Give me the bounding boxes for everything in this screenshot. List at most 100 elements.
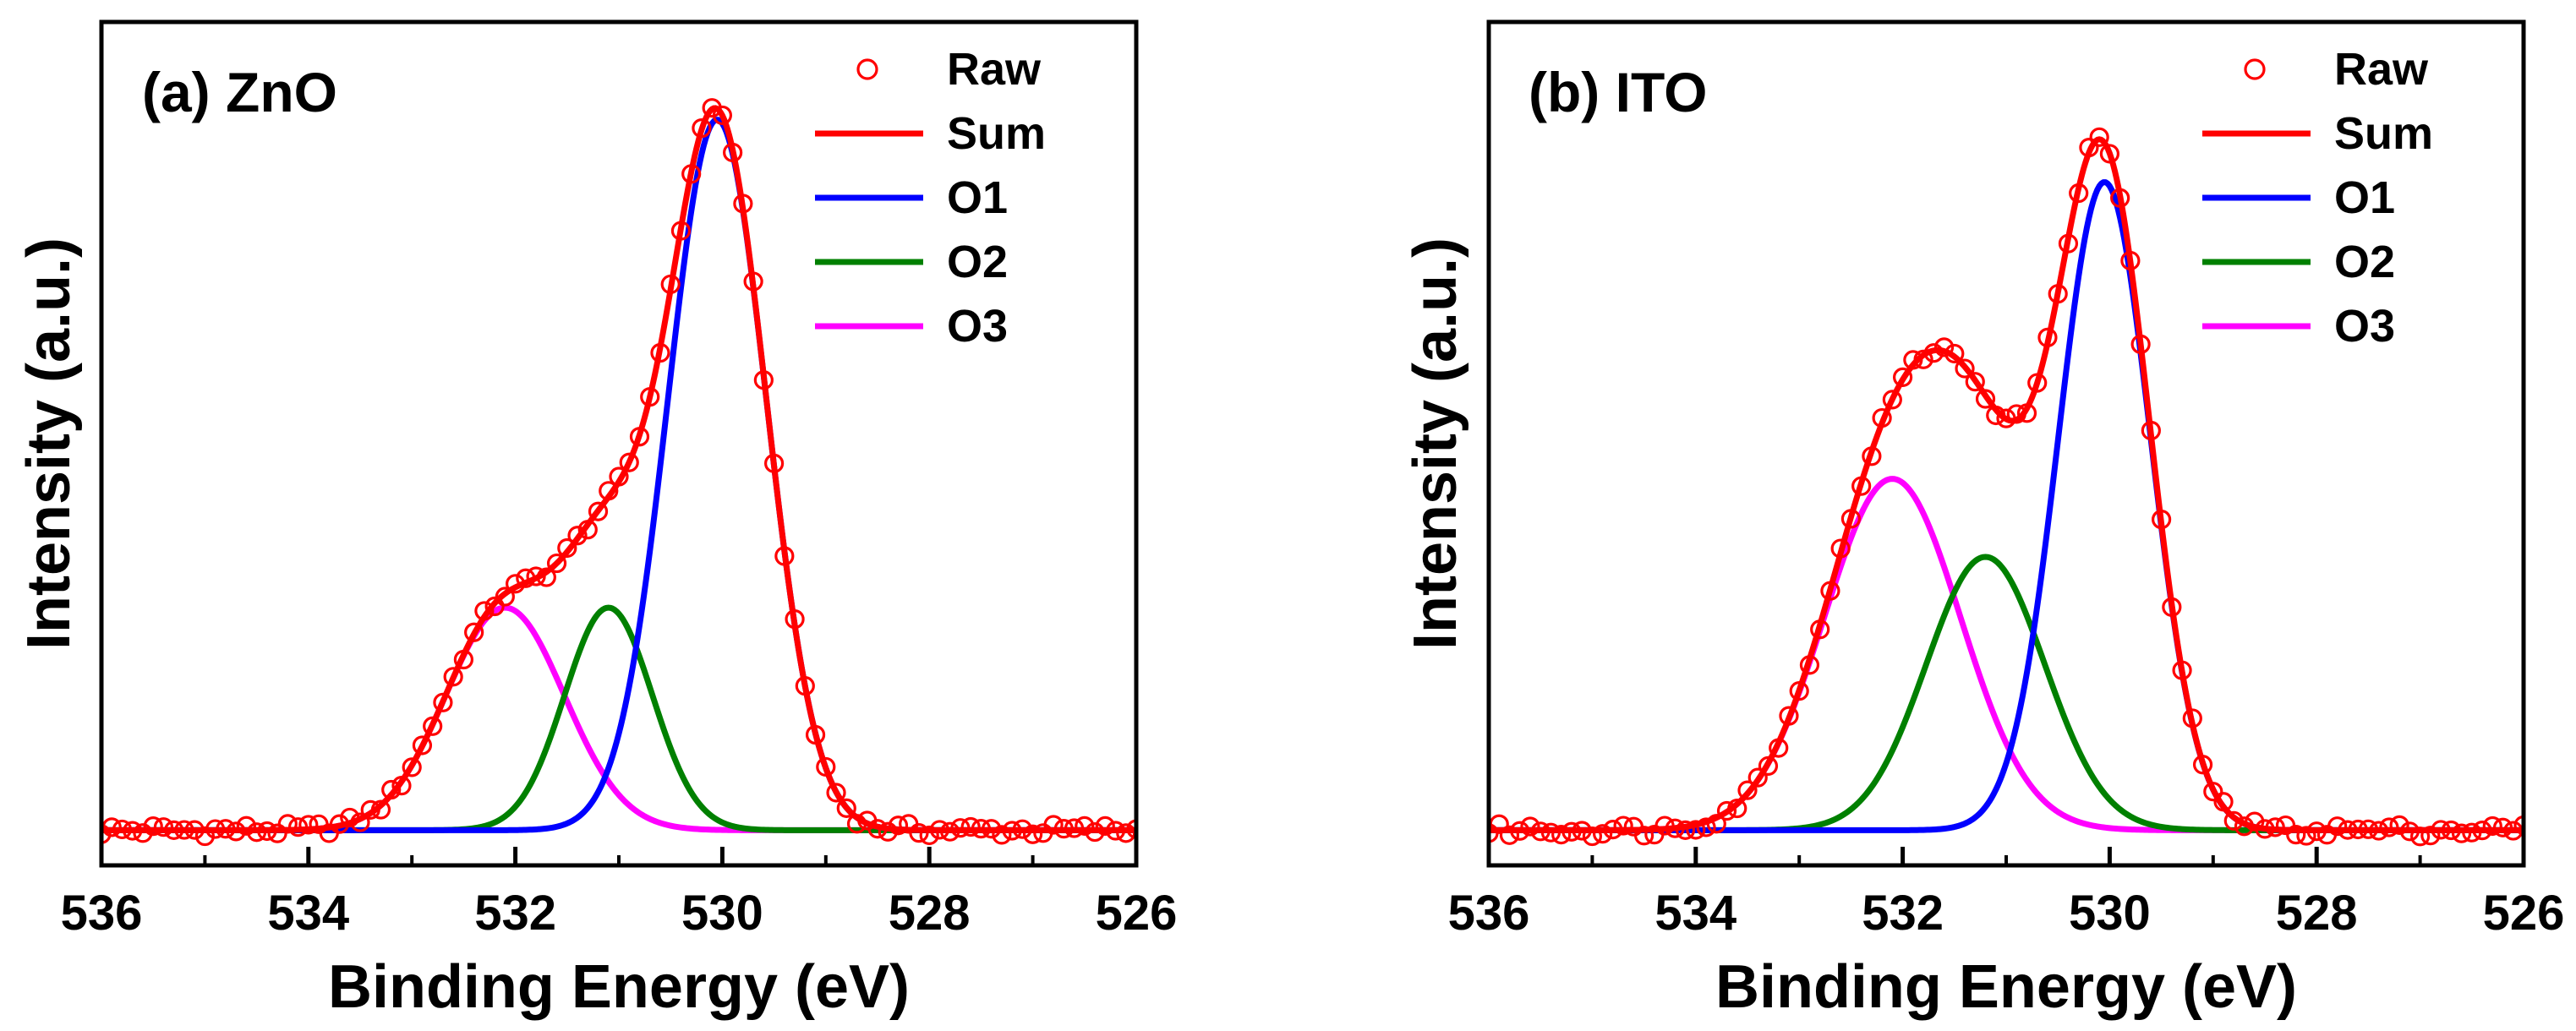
panel-a-raw-point: [805, 724, 826, 745]
panel-a-x-tick-label: 532: [474, 886, 556, 941]
panel-b-raw-point: [2162, 597, 2182, 617]
panel-b-raw-point: [1975, 389, 1996, 409]
panel-b-raw-point: [2338, 820, 2358, 840]
panel-b-raw-point: [1862, 446, 1882, 466]
panel-a-raw-point: [888, 816, 909, 836]
panel-a-raw-point: [391, 776, 412, 796]
panel-a-raw-point: [670, 221, 692, 241]
panel-b-raw-point: [2472, 821, 2492, 841]
panel-b-raw-point: [1613, 816, 1633, 836]
panel-b-raw-point: [2441, 820, 2461, 841]
panel-b-raw-point: [1603, 820, 1623, 840]
panel-b-legend-label-o2: O2: [2334, 237, 2395, 287]
panel-b-raw-point: [1551, 825, 1572, 845]
panel-a-title: (a) ZnO: [142, 61, 337, 123]
panel-a-legend-swatch-raw: [856, 58, 878, 80]
panel-b-raw-point: [1830, 538, 1851, 559]
panel-b-raw-point: [2130, 334, 2151, 354]
panel-a-raw-point: [640, 387, 660, 407]
panel-b-raw-point: [1840, 509, 1861, 529]
panel-b-raw-point: [2089, 127, 2109, 147]
panel-a-raw-point: [1064, 818, 1085, 838]
panel-b-raw-point: [2213, 792, 2234, 812]
panel-a-raw-point: [381, 779, 402, 800]
panel-a-raw-point: [867, 819, 888, 839]
panel-b-raw-point: [1510, 821, 1530, 841]
panel-b-raw-point: [1913, 349, 1933, 369]
panel-b-raw-point: [1737, 780, 1758, 800]
panel-a-legend-label-o1: O1: [947, 172, 1008, 223]
panel-b-raw-point: [2379, 817, 2399, 837]
panel-a-raw-point: [205, 819, 226, 839]
panel-b-raw-point: [1530, 821, 1551, 842]
panel-a-curve-o1: [101, 117, 1136, 833]
panel-a-raw-point: [474, 601, 495, 621]
panel-a-raw-point: [184, 820, 205, 840]
panel-a-raw-point: [609, 466, 629, 487]
panel-b-raw-point: [2327, 816, 2348, 837]
panel-b-raw-point: [1820, 581, 1840, 601]
panel-a-y-axis-label: Intensity (a.u.): [15, 237, 83, 650]
panel-b-raw-point: [1903, 350, 1923, 370]
panel-a-raw-point: [1075, 816, 1095, 836]
panel-a-x-axis-label: Binding Energy (eV): [328, 953, 910, 1021]
panel-b-raw-point: [2037, 327, 2058, 347]
panel-a-raw-point: [350, 812, 370, 832]
panel-a-raw-point: [836, 798, 856, 818]
panel-a-raw-point: [753, 370, 774, 390]
panel-a-raw-point: [402, 757, 422, 777]
panel-b-curve-o2: [1489, 554, 2524, 833]
panel-b-legend-label-o3: O3: [2334, 301, 2395, 352]
panel-a-raw-point: [878, 821, 898, 842]
panel-b-raw-point: [1706, 814, 1726, 834]
panel-a-legend-label-o2: O2: [947, 237, 1008, 287]
panel-a-raw-point: [971, 819, 992, 839]
panel-b-raw-point: [2492, 817, 2513, 837]
panel-a-raw-point: [247, 822, 267, 843]
panel-a-x-tick-label: 528: [889, 886, 971, 941]
panel-a-raw-point: [629, 427, 650, 447]
panel-b-raw-point: [1882, 390, 1902, 410]
panel-b-raw-point: [1933, 337, 1955, 357]
panel-b-raw-point: [1582, 826, 1603, 847]
panel-b-raw-point: [2182, 708, 2202, 728]
panel-b-raw-point: [2410, 826, 2431, 847]
panel-a-raw-point: [143, 816, 163, 837]
panel-a-raw-point: [516, 568, 536, 588]
panel-b-raw-point: [1747, 767, 1768, 788]
panel-a-raw-point: [1022, 824, 1043, 844]
panel-a-x-tick-label: 530: [681, 886, 763, 941]
panel-b-raw-point: [2120, 250, 2141, 271]
panel-b-raw-point: [1686, 820, 1706, 840]
panel-b-raw-point: [2006, 404, 2026, 424]
panel-a-raw-point: [370, 799, 391, 820]
panel-a-raw-point: [443, 667, 463, 687]
panel-b-x-tick-label: 526: [2483, 886, 2565, 941]
panel-a-raw-point: [909, 823, 929, 843]
panel-a-raw-point: [153, 817, 174, 837]
panel-b-raw-point: [2152, 510, 2172, 530]
panel-b-raw-point: [1758, 756, 1779, 777]
panel-b-raw-point: [1499, 825, 1520, 845]
panel-b-x-tick-label: 528: [2276, 886, 2358, 941]
panel-b-legend-label-sum: Sum: [2334, 108, 2433, 159]
panel-b-raw-point: [2306, 821, 2327, 842]
panel-b-raw-point: [2358, 819, 2378, 839]
panel-b-raw-point: [2399, 821, 2420, 842]
panel-b-raw-point: [1799, 655, 1820, 675]
panel-a-raw-point: [982, 819, 1002, 839]
panel-a-raw-points: [101, 98, 1136, 847]
panel-b-raw-point: [2069, 183, 2089, 204]
panel-b-raw-point: [1696, 817, 1716, 837]
panel-b-raw-point: [1851, 476, 1872, 496]
panel-b-title: (b) ITO: [1529, 61, 1707, 123]
panel-a-raw-point: [577, 520, 598, 540]
panel-a-raw-point: [1126, 819, 1136, 839]
panel-a-raw-point: [112, 819, 133, 840]
panel-b-raw-point: [2027, 373, 2048, 393]
panel-a-curve-o3: [101, 604, 1136, 833]
panel-a-raw-point: [650, 342, 670, 363]
panel-a-raw-point: [1012, 819, 1032, 839]
panel-b-x-tick-label: 530: [2069, 886, 2151, 941]
